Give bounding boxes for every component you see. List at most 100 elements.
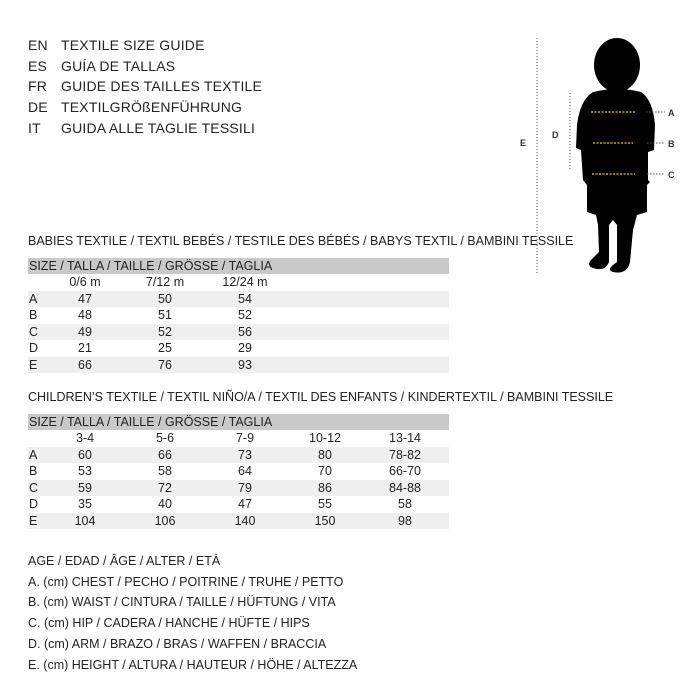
row-label: D [29, 497, 39, 511]
table-header: SIZE / TALLA / TAILLE / GRÖSSE / TAGLIA [28, 414, 449, 430]
table-cell: 55 [318, 497, 332, 511]
language-title: GUIDA ALLE TAGLIE TESSILI [61, 119, 256, 136]
babies-size-table: SIZE / TALLA / TAILLE / GRÖSSE / TAGLIA … [28, 258, 449, 373]
table-cell: 66 [158, 447, 172, 462]
child-silhouette-figure: A B C D E [520, 38, 675, 275]
table-cell: 56 [238, 324, 252, 339]
label-a: A [668, 108, 675, 118]
legend-item: E. (cm) HEIGHT / ALTURA / HAUTEUR / HÖHE… [28, 657, 358, 672]
table-row: A 47 50 54 [28, 290, 449, 307]
table-cell: 86 [318, 480, 332, 495]
table-row: D 35 40 47 55 58 [28, 496, 449, 513]
table-cell: 73 [238, 447, 252, 462]
language-title: TEXTILGRÖßENFÜHRUNG [61, 99, 243, 116]
column-header: 12/24 m [222, 275, 268, 289]
column-header: 7-9 [235, 431, 255, 445]
table-cell: 79 [238, 480, 252, 495]
language-code: IT [28, 119, 41, 136]
row-label: A [29, 447, 38, 462]
table-cell: 54 [238, 291, 252, 306]
language-code: DE [28, 99, 48, 116]
legend-item: C. (cm) HIP / CADERA / HANCHE / HÜFTE / … [28, 616, 310, 631]
column-header: 3-4 [75, 431, 95, 445]
table-cell: 53 [78, 464, 92, 478]
label-d: D [552, 130, 559, 140]
table-cell: 50 [158, 291, 172, 306]
table-row: A 60 66 73 80 78-82 [28, 446, 449, 463]
table-cell: 93 [238, 357, 252, 372]
table-row: E 104 106 140 150 98 [28, 512, 449, 529]
language-code: ES [28, 57, 48, 74]
legend-item: AGE / EDAD / ÂGE / ALTER / ETÀ [28, 554, 221, 568]
table-cell: 21 [78, 341, 92, 355]
table-row: B 53 58 64 70 66-70 [28, 463, 449, 480]
language-code: FR [28, 78, 48, 95]
children-size-table: SIZE / TALLA / TAILLE / GRÖSSE / TAGLIA … [28, 414, 449, 529]
table-cell: 47 [238, 497, 252, 511]
table-cell: 80 [318, 447, 332, 462]
table-cell: 72 [158, 480, 172, 495]
table-cell: 47 [78, 291, 92, 306]
language-code: EN [28, 37, 48, 53]
table-header: SIZE / TALLA / TAILLE / GRÖSSE / TAGLIA [28, 258, 449, 274]
legend-item: A. (cm) CHEST / PECHO / POITRINE / TRUHE… [28, 574, 344, 589]
language-title: TEXTILE SIZE GUIDE [61, 37, 205, 53]
table-cell: 104 [74, 513, 96, 528]
table-row: C 49 52 56 [28, 323, 449, 340]
table-cell: 84-88 [389, 480, 421, 495]
table-cell: 106 [154, 513, 176, 528]
table-cell: 76 [158, 357, 172, 372]
table-cell: 58 [158, 464, 172, 478]
table-cell: 48 [78, 308, 92, 322]
table-cell: 40 [158, 497, 172, 511]
column-header: 10-12 [309, 431, 341, 445]
language-title: GUIDE DES TAILLES TEXTILE [61, 78, 263, 95]
table-row: B 48 51 52 [28, 307, 449, 324]
label-b: B [668, 139, 675, 149]
table-cell: 78-82 [389, 447, 421, 462]
table-cell: 51 [158, 308, 172, 322]
table-cell: 64 [238, 464, 252, 478]
column-header: 7/12 m [145, 275, 185, 289]
table-cell: 49 [78, 324, 92, 339]
label-e: E [520, 138, 526, 148]
row-label: E [29, 357, 38, 372]
table-cell: 25 [158, 341, 172, 355]
row-label: E [29, 513, 38, 528]
label-c: C [668, 170, 675, 180]
table-cell: 140 [234, 513, 256, 528]
language-title: GUÍA DE TALLAS [61, 57, 176, 74]
table-cell: 150 [314, 513, 336, 528]
table-cell: 70 [318, 464, 332, 478]
row-label: A [29, 291, 38, 306]
legend-item: B. (cm) WAIST / CINTURA / TAILLE / HÜFTU… [28, 595, 336, 610]
column-header-row: 0/6 m 7/12 m 12/24 m [28, 274, 449, 291]
column-header: 0/6 m [69, 275, 101, 289]
table-cell: 58 [398, 497, 412, 511]
table-row: C 59 72 79 86 84-88 [28, 479, 449, 496]
row-label: B [29, 308, 38, 322]
table-cell: 66-70 [389, 464, 421, 478]
table-cell: 98 [398, 513, 412, 528]
row-label: B [29, 464, 38, 478]
table-cell: 59 [78, 480, 92, 495]
silhouette-icon [576, 38, 655, 273]
table-cell: 52 [238, 308, 252, 322]
babies-title: BABIES TEXTILE / TEXTIL BEBÉS / TESTILE … [28, 234, 574, 248]
table-row: D 21 25 29 [28, 340, 449, 357]
row-label: C [29, 480, 39, 495]
table-row: E 66 76 93 [28, 356, 449, 373]
column-header: 5-6 [155, 431, 175, 445]
row-label: D [29, 341, 39, 355]
table-cell: 29 [238, 341, 252, 355]
column-header-row: 3-4 5-6 7-9 10-12 13-14 [28, 430, 449, 447]
children-title: CHILDREN’S TEXTILE / TEXTIL NIÑO/A / TEX… [28, 390, 614, 404]
table-cell: 52 [158, 324, 172, 339]
table-cell: 60 [78, 447, 92, 462]
table-cell: 35 [78, 497, 92, 511]
table-cell: 66 [78, 357, 92, 372]
column-header: 13-14 [389, 431, 421, 445]
row-label: C [29, 324, 39, 339]
legend-item: D. (cm) ARM / BRAZO / BRAS / WAFFEN / BR… [28, 636, 327, 651]
